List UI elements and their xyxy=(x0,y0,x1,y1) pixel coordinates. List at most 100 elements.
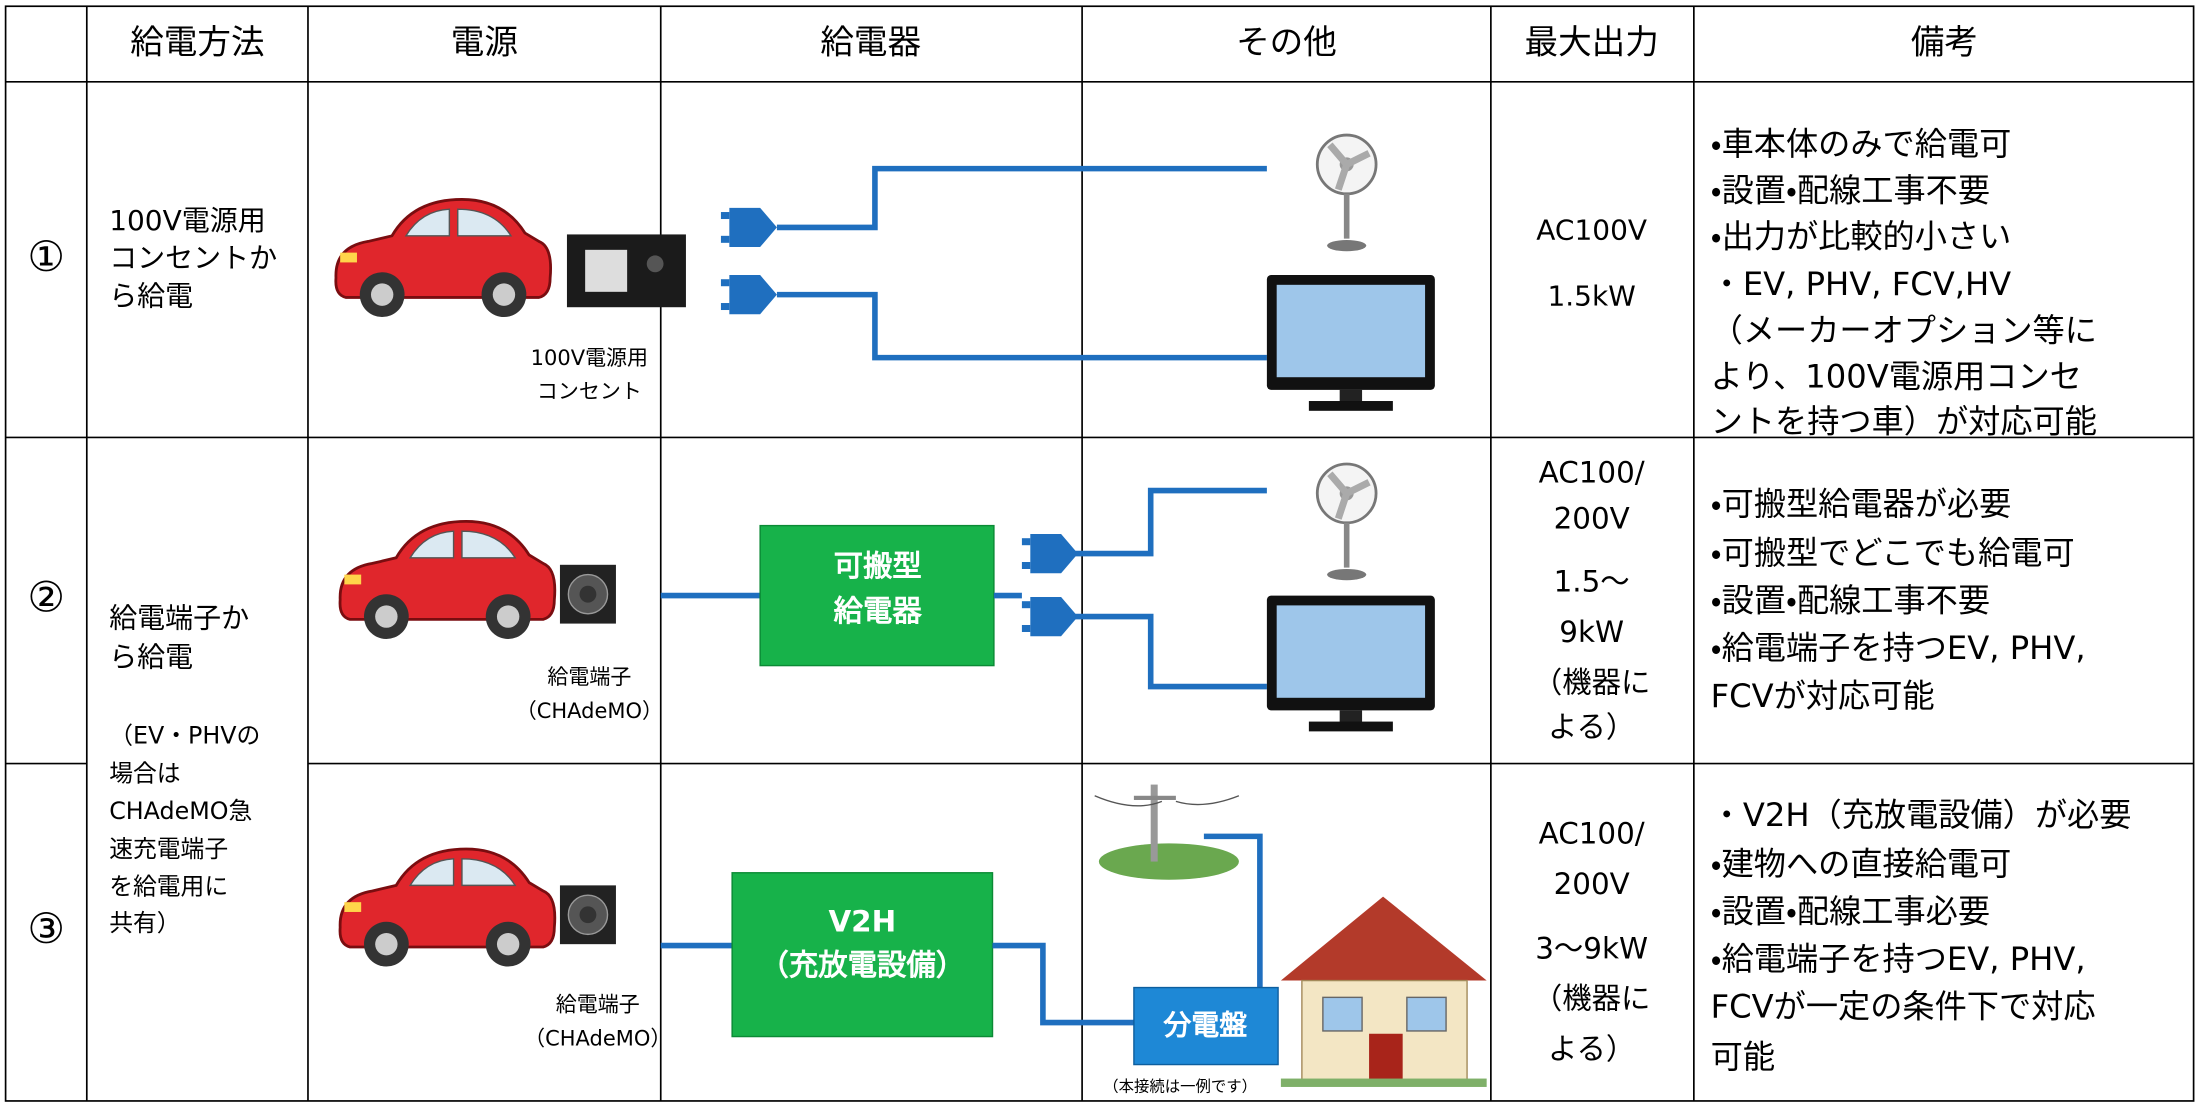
feeder-label: 可搬型 xyxy=(834,549,922,583)
panel-box xyxy=(1133,986,1279,1066)
header-cell: 最大出力 xyxy=(1524,23,1658,62)
output-text: 1.5kW xyxy=(1547,279,1635,312)
method-text: ら給電 xyxy=(109,641,193,674)
method-note: （EV・PHVの xyxy=(109,721,260,749)
header-cell: 電源 xyxy=(451,23,518,62)
note-text: ・設置・配線工事不要 xyxy=(1711,171,1990,209)
note-text: ・可搬型給電器が必要 xyxy=(1711,485,2012,523)
car-icon xyxy=(338,847,557,968)
note-text: ・建物への直接給電可 xyxy=(1711,845,2012,883)
output-text: AC100/ xyxy=(1539,816,1645,850)
note-text: より、100V電源用コンセ xyxy=(1711,358,2082,396)
note-text: ・給電端子を持つEV, PHV, xyxy=(1711,629,2086,667)
note-text: ・給電端子を持つEV, PHV, xyxy=(1711,940,2086,978)
output-text: 1.5～ xyxy=(1554,564,1630,598)
row-number: ③ xyxy=(27,904,65,953)
car-icon xyxy=(338,520,557,641)
feeder-box xyxy=(759,524,995,667)
method-note: 共有） xyxy=(109,909,180,937)
house-icon xyxy=(1280,896,1487,1087)
note-text: ・設置・配線工事不要 xyxy=(1711,582,1990,620)
caption: 100V電源用 xyxy=(531,346,648,370)
terminal-icon xyxy=(559,884,617,945)
caption: 給電端子 xyxy=(547,665,631,689)
feeder-label: V2H xyxy=(828,905,896,939)
note-text: ・EV, PHV, FCV,HV xyxy=(1711,265,2012,303)
method-note: 場合は xyxy=(109,759,180,787)
output-text: （機器に xyxy=(1533,665,1651,699)
wire xyxy=(1075,487,1267,557)
outlet-icon-part xyxy=(585,249,628,292)
caption: 給電端子 xyxy=(556,993,640,1017)
utility-pole-icon-part xyxy=(1133,795,1176,800)
plug-icon xyxy=(1021,534,1078,574)
utility-pole-icon-part xyxy=(1150,784,1158,862)
note-text: 可能 xyxy=(1711,1038,1775,1076)
plug-icon xyxy=(720,207,777,248)
row-number: ① xyxy=(27,232,65,281)
method-text: コンセントか xyxy=(109,242,277,275)
row-number: ② xyxy=(27,572,65,621)
wire xyxy=(1203,833,1263,988)
note-text: ・設置・配線工事必要 xyxy=(1711,892,1990,930)
caption: コンセント xyxy=(537,380,642,404)
method-note: CHAdeMO急 xyxy=(109,797,252,825)
wire xyxy=(1075,613,1267,690)
house-icon-part xyxy=(1369,1033,1403,1082)
plug-icon xyxy=(1021,596,1078,637)
utility-pole-icon-part xyxy=(1098,843,1239,880)
header-cell: 備考 xyxy=(1911,23,1978,62)
note-text: ・V2H（充放電設備）が必要 xyxy=(1711,796,2132,834)
car-icon xyxy=(334,198,553,319)
wire xyxy=(992,942,1134,1026)
utility-pole-icon-part xyxy=(1094,795,1240,807)
note-text: ・車本体のみで給電可 xyxy=(1711,125,2012,163)
tv-icon xyxy=(1266,275,1435,411)
panel-label: 分電盤 xyxy=(1162,1009,1247,1042)
output-text: 9kW xyxy=(1559,615,1624,649)
feeder-box xyxy=(731,872,994,1038)
output-text: よる） xyxy=(1548,710,1635,744)
table-grid xyxy=(4,5,2195,1102)
tv-icon xyxy=(1266,595,1435,732)
fan-icon xyxy=(1317,464,1376,580)
header-cell: 給電器 xyxy=(820,23,921,62)
method-text: ら給電 xyxy=(109,279,193,312)
fan-icon xyxy=(1317,135,1376,251)
caption: （CHAdeMO） xyxy=(516,699,663,723)
wire xyxy=(776,291,1267,361)
output-text: 200V xyxy=(1554,867,1630,901)
method-text: 給電端子か xyxy=(109,601,249,634)
output-text: 200V xyxy=(1554,502,1630,536)
feeder-label: （充放電設備） xyxy=(760,948,966,982)
house-icon-part xyxy=(1322,996,1363,1032)
caption: （CHAdeMO） xyxy=(524,1026,671,1050)
note-text: ントを持つ車）が対応可能 xyxy=(1711,402,2097,440)
method-note: 速充電端子 xyxy=(109,835,228,863)
caption: （本接続は一例です） xyxy=(1103,1077,1257,1095)
note-text: ・出力が比較的小さい xyxy=(1711,218,2012,256)
note-text: （メーカーオプション等に xyxy=(1711,311,2097,349)
header-cell: その他 xyxy=(1236,23,1337,62)
outlet-icon-part xyxy=(646,255,664,273)
note-text: FCVが対応可能 xyxy=(1711,677,1935,715)
output-text: AC100V xyxy=(1536,214,1647,247)
feeder-label: 給電器 xyxy=(833,594,923,628)
outlet-icon xyxy=(566,234,686,308)
method-note: を給電用に xyxy=(109,873,228,901)
method-text: 100V電源用 xyxy=(109,204,266,237)
table-grid-part xyxy=(4,5,2195,1102)
illustrations xyxy=(334,135,1487,1087)
output-text: 3～9kW xyxy=(1535,931,1648,965)
output-text: よる） xyxy=(1548,1032,1635,1066)
output-text: （機器に xyxy=(1533,982,1651,1016)
house-icon-part xyxy=(1280,1078,1487,1087)
house-icon-part xyxy=(1280,896,1487,981)
header-cell: 給電方法 xyxy=(130,23,264,62)
note-text: ・可搬型でどこでも給電可 xyxy=(1711,534,2075,572)
plug-icon xyxy=(720,275,777,315)
table-text: 給電方法 電源 給電器 その他 最大出力 備考①②③100V電源用コンセントから給電100… xyxy=(27,23,2131,1096)
terminal-icon xyxy=(559,564,617,625)
